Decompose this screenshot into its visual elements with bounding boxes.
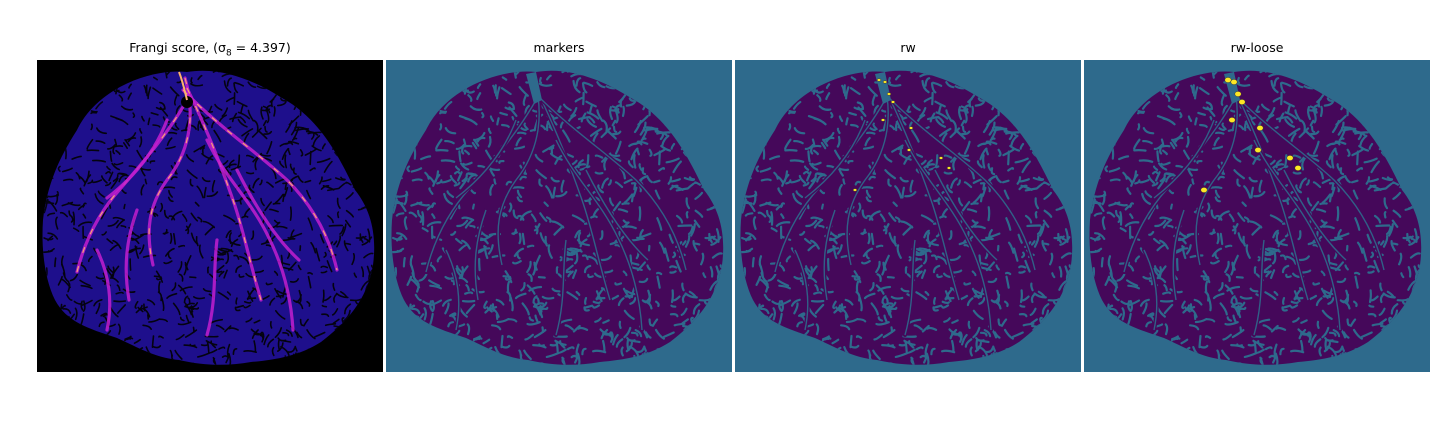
label-spot — [908, 126, 913, 130]
panel-frangi: Frangi score, (σ8 = 4.397) — [37, 40, 383, 374]
label-spot — [852, 188, 857, 192]
label-spot — [1230, 79, 1238, 85]
rw-loose-image — [1084, 60, 1430, 372]
panel-title: rw — [900, 40, 916, 55]
label-spot — [880, 118, 885, 122]
label-spot — [1294, 165, 1302, 171]
texture-layer — [1089, 70, 1422, 365]
label-spot — [938, 156, 943, 160]
label-spot — [882, 80, 887, 84]
label-spot — [1286, 155, 1294, 161]
label-spot — [1254, 147, 1262, 153]
panel-title: rw-loose — [1230, 40, 1284, 55]
label-spot — [1200, 187, 1208, 193]
label-spot — [1228, 117, 1236, 123]
rw-loose-plot — [1084, 60, 1430, 372]
label-spot — [876, 78, 881, 82]
markers-image — [386, 60, 732, 372]
label-spot — [890, 100, 895, 104]
label-spot — [886, 92, 891, 96]
panel-rw-loose: rw-loose — [1084, 40, 1430, 374]
label-spot — [1256, 125, 1264, 131]
label-spot — [946, 166, 951, 170]
notch — [526, 72, 542, 104]
panel-title: markers — [533, 40, 585, 55]
label-spot — [906, 148, 911, 152]
label-spot — [1234, 91, 1242, 97]
panel-title: Frangi score, (σ8 = 4.397) — [129, 40, 291, 59]
panel-rw: rw — [735, 40, 1081, 374]
dark-spot — [181, 96, 193, 108]
markers-plot — [386, 60, 732, 372]
frangi-image — [37, 60, 383, 372]
rw-image — [735, 60, 1081, 372]
label-spot — [1238, 99, 1246, 105]
rw-plot — [735, 60, 1081, 372]
frangi-plot — [37, 60, 383, 372]
panel-markers: markers — [386, 40, 732, 374]
label-spot — [1224, 77, 1232, 83]
